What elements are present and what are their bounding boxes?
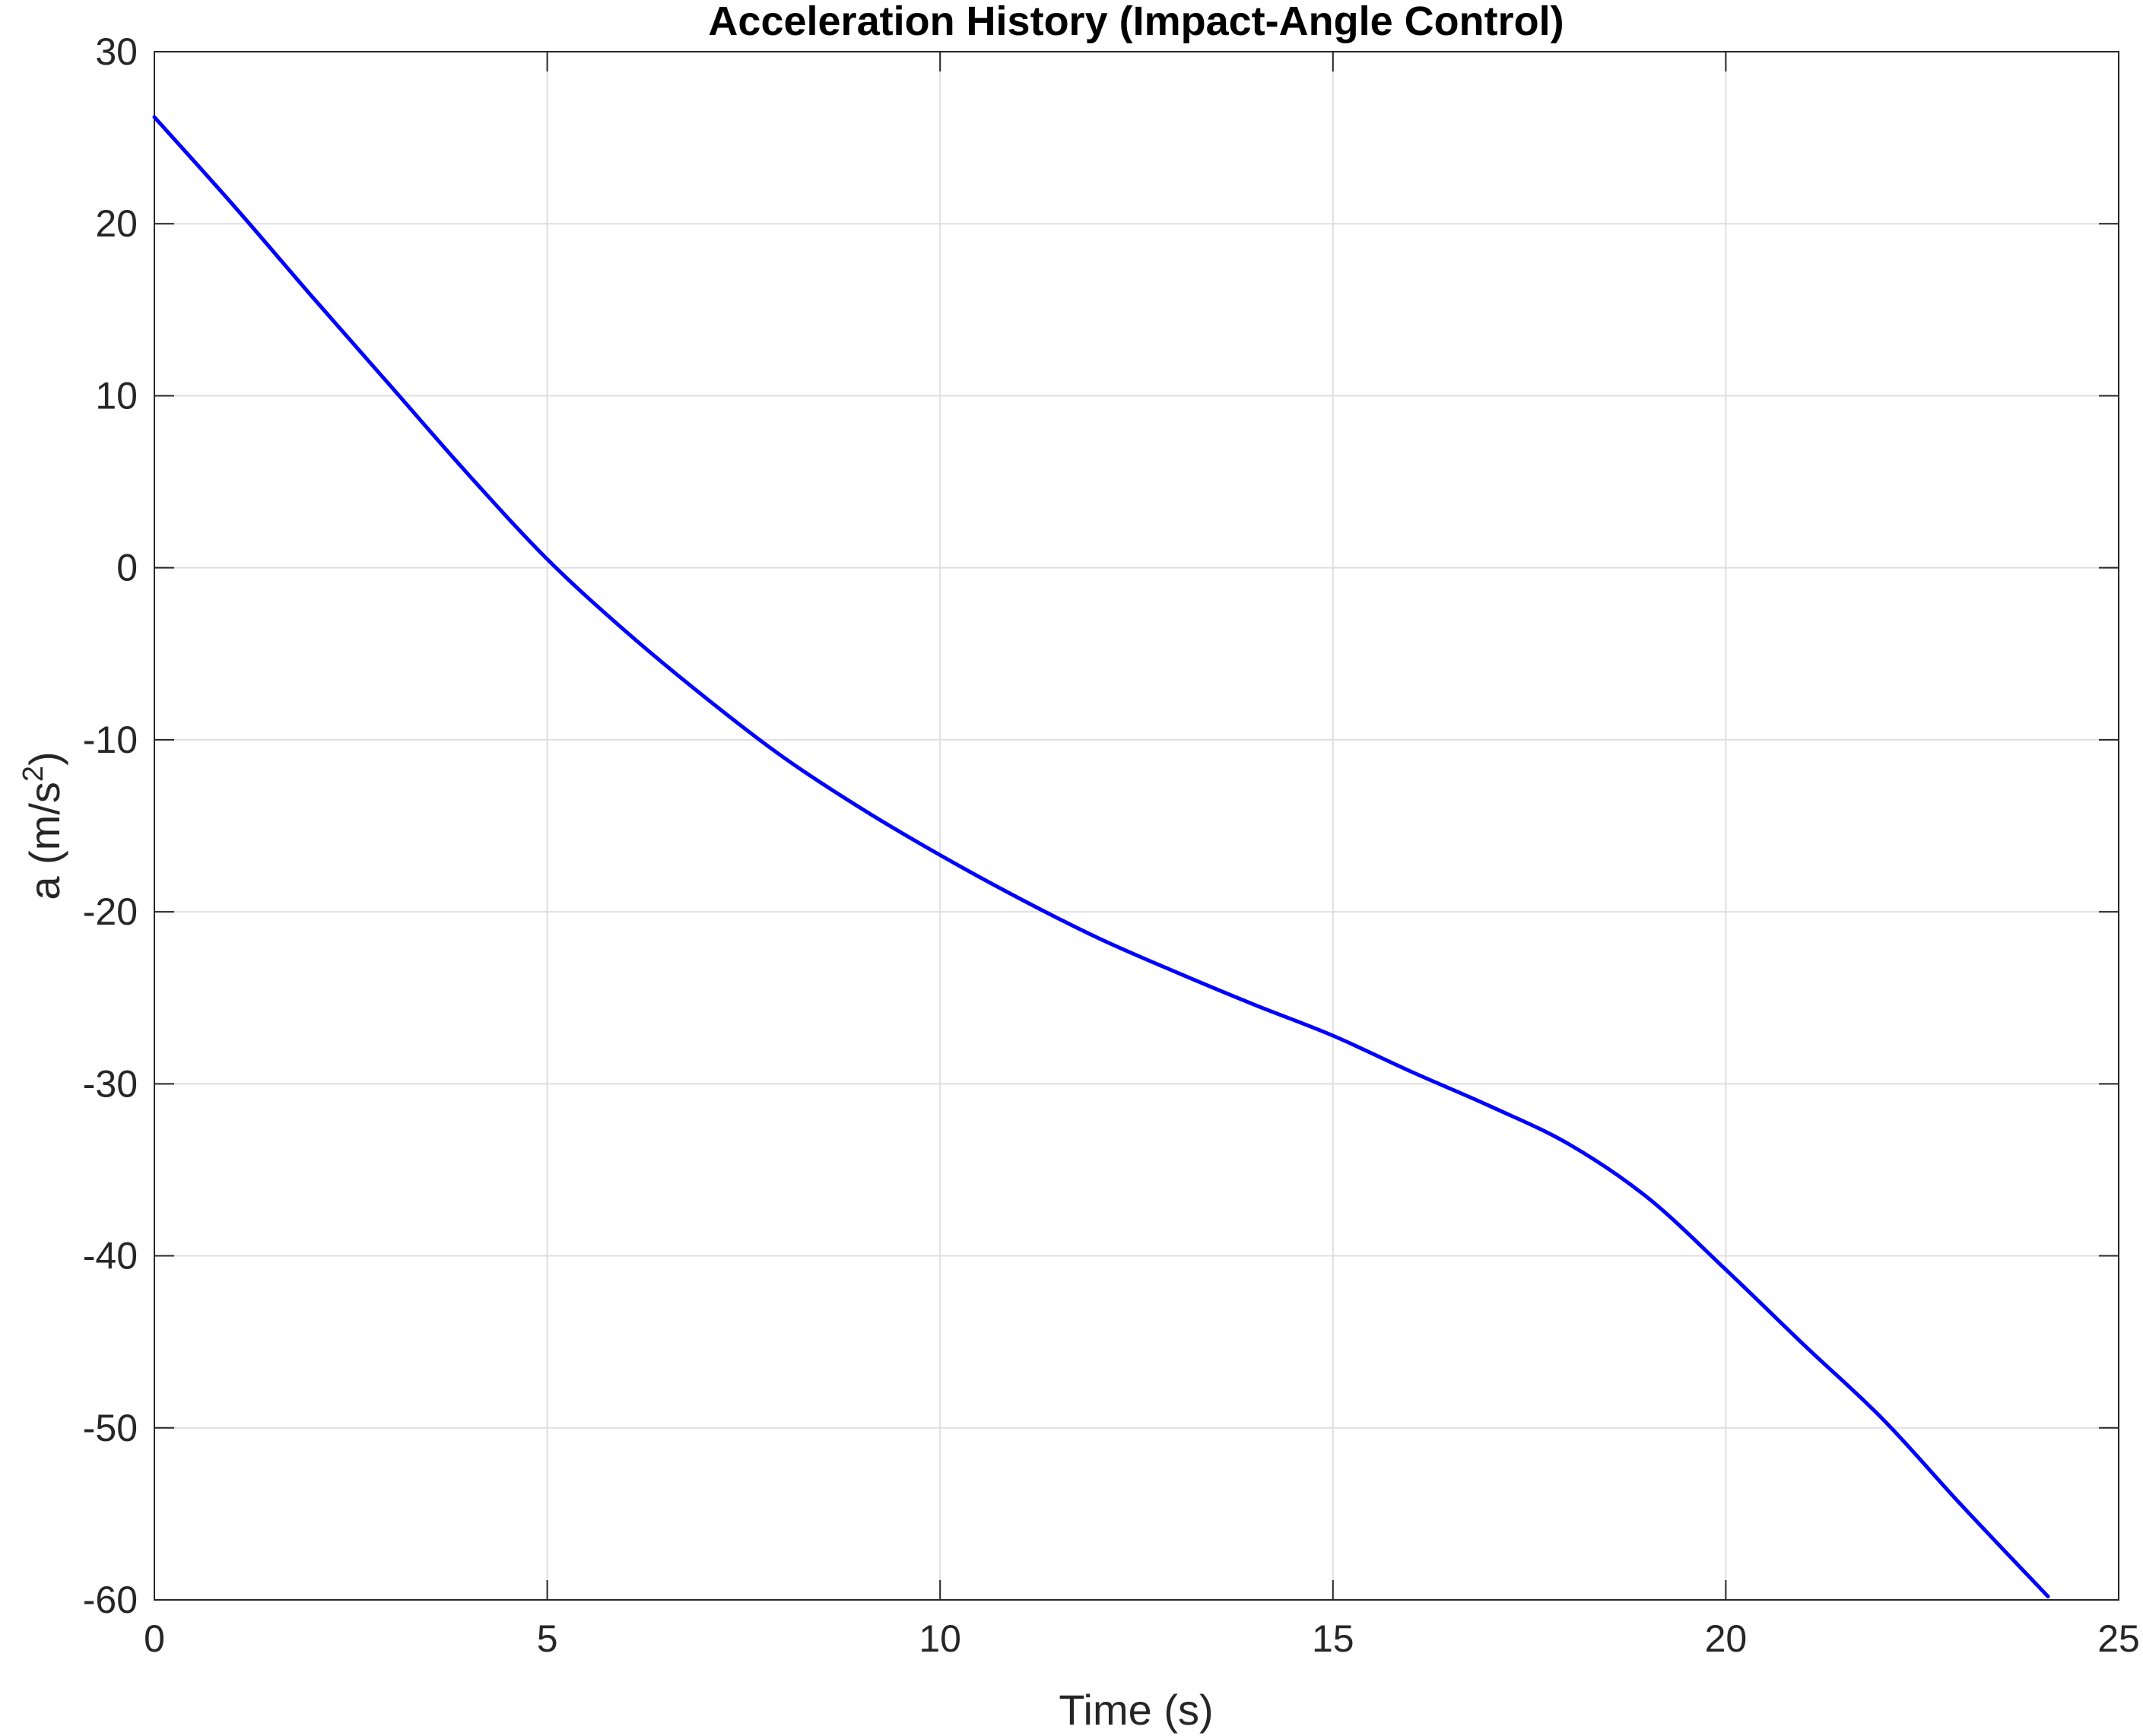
axis-ticks: 0 5 10 15 20 25 30 20 10 0 -10 -20 -30 -40 -50 -60 (83, 30, 2140, 1660)
x-tick-label: 25 (2097, 1617, 2140, 1660)
y-axis-label-base: a (m/s (21, 782, 68, 900)
grid (154, 52, 2119, 1600)
x-tick-label: 5 (537, 1617, 558, 1660)
x-tick-label: 20 (1705, 1617, 1748, 1660)
acceleration-line (152, 115, 2050, 1598)
x-tick-label: 10 (919, 1617, 961, 1660)
y-tick-label: -10 (83, 719, 138, 761)
y-tick-label: 20 (95, 202, 138, 245)
chart-title: Acceleration History (Impact-Angle Contr… (708, 0, 1564, 44)
y-tick-label: -40 (83, 1235, 138, 1277)
x-axis-label: Time (s) (1059, 1686, 1213, 1734)
plot-frame (154, 51, 2119, 1601)
y-tick-label: 10 (95, 374, 138, 417)
x-tick-label: 0 (144, 1617, 165, 1660)
y-axis-label-suffix: ) (21, 751, 68, 766)
y-axis-label: a (m/s2) (17, 751, 68, 900)
y-tick-label: -60 (83, 1579, 138, 1621)
y-axis-label-superscript: 2 (17, 766, 49, 782)
y-tick-label: 0 (116, 547, 138, 589)
series (152, 115, 2050, 1598)
x-tick-label: 15 (1312, 1617, 1354, 1660)
y-tick-label: -20 (83, 890, 138, 933)
y-tick-label: -30 (83, 1062, 138, 1105)
y-tick-label: 30 (95, 30, 138, 73)
y-tick-label: -50 (83, 1407, 138, 1449)
